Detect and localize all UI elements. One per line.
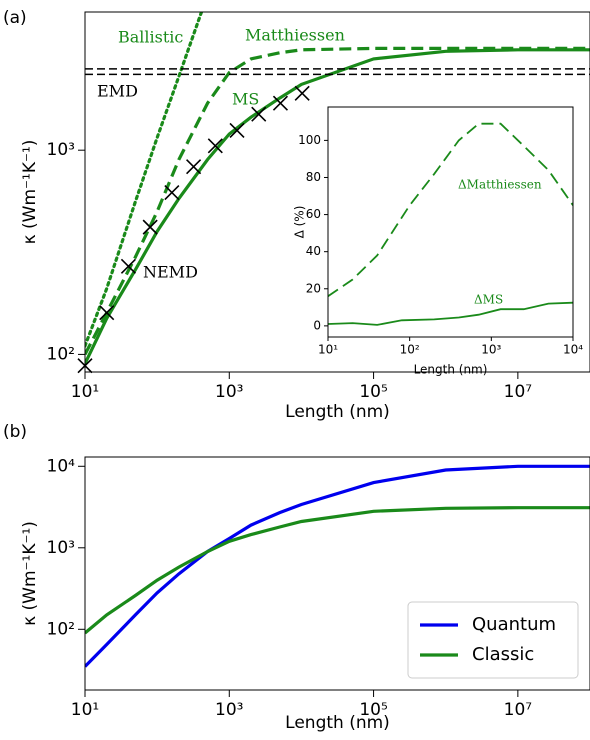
panel-label: (b): [3, 422, 27, 442]
legend: Quantum Classic: [407, 601, 579, 679]
series-annotation: Ballistic: [118, 28, 183, 47]
x-axis-label: Length (nm): [414, 363, 488, 377]
axes-frame: [84, 456, 590, 691]
y-tick-label: 80: [306, 170, 321, 184]
legend-label: Classic: [472, 644, 534, 665]
series-line: [85, 506, 590, 635]
plot-area: [85, 12, 590, 365]
cross-marker: [272, 95, 289, 111]
cross-marker: [120, 258, 136, 274]
cross-marker: [294, 85, 310, 101]
x-tick-label: 10¹: [71, 382, 99, 402]
x-tick-label: 10⁷: [504, 700, 533, 720]
legend-box: [407, 601, 579, 679]
x-tick-label: 10³: [215, 700, 243, 720]
y-tick-label: 20: [306, 281, 321, 295]
series-annotation: ΔMatthiessen: [458, 178, 542, 192]
panel: 10¹ 10² 10³ 10⁴ 0 20 40 60 80 100 Length (nm) Δ (%)…: [293, 106, 583, 377]
y-axis-label: Δ (%): [293, 206, 307, 239]
series-line: [328, 301, 573, 326]
y-tick-label: 40: [306, 244, 321, 258]
plot-area: [328, 122, 573, 326]
y-tick-label: 10³: [47, 538, 75, 558]
y-tick-label: 10⁴: [47, 456, 76, 476]
series-annotation: MS: [232, 90, 259, 109]
x-tick-label: 10²: [400, 343, 420, 357]
y-axis-label: κ (Wm⁻¹K⁻¹): [20, 521, 40, 626]
x-tick-label: 10¹: [71, 700, 99, 720]
x-tick-label: 10⁵: [359, 700, 387, 720]
x-tick-label: 10⁵: [359, 382, 387, 402]
series-line: [328, 122, 573, 297]
legend-label: Quantum: [472, 614, 556, 635]
cross-marker: [229, 122, 245, 138]
y-axis-label: κ (Wm⁻¹K⁻¹): [20, 140, 40, 245]
cross-marker: [251, 106, 267, 122]
cross-marker: [186, 159, 202, 175]
x-tick-label: 10⁷: [504, 382, 533, 402]
axes-frame: [84, 11, 590, 373]
series-line: [85, 48, 590, 365]
x-tick-label: 10³: [215, 382, 243, 402]
panel-label: (a): [3, 8, 27, 28]
y-tick-label: 100: [298, 133, 321, 147]
x-tick-label: 10¹: [318, 343, 338, 357]
panel: 10¹ 10³ 10⁵ 10⁷ 10² 10³ Length (nm) κ (Wm⁻¹K⁻¹)…: [3, 8, 590, 422]
series-line: [85, 46, 590, 356]
x-axis-label: Length (nm): [285, 402, 390, 422]
x-axis-label: Length (nm): [285, 713, 390, 733]
y-tick-label: 10²: [47, 619, 75, 639]
series-annotation: NEMD: [143, 263, 198, 282]
axes-frame: [327, 106, 574, 338]
series-line: [85, 12, 204, 348]
cross-marker: [164, 185, 180, 201]
x-tick-label: 10⁴: [563, 343, 583, 357]
series-line: [85, 464, 590, 668]
cross-marker: [207, 138, 223, 154]
cross-marker: [142, 219, 158, 235]
y-tick-label: 0: [313, 318, 321, 332]
x-tick-label: 10³: [481, 343, 501, 357]
plot-area: [85, 464, 590, 668]
series-annotation: ΔMS: [474, 293, 503, 307]
panel: 10¹ 10³ 10⁵ 10⁷ 10² 10³ 10⁴ Length (nm) κ (Wm⁻¹K…: [3, 422, 590, 733]
y-tick-label: 10²: [47, 344, 75, 364]
series-annotation: Matthiessen: [245, 26, 345, 45]
series-annotation: EMD: [97, 82, 138, 101]
cross-marker: [99, 305, 115, 321]
y-tick-label: 60: [306, 207, 321, 221]
y-tick-label: 10³: [47, 140, 75, 160]
inset-background: [328, 107, 573, 337]
